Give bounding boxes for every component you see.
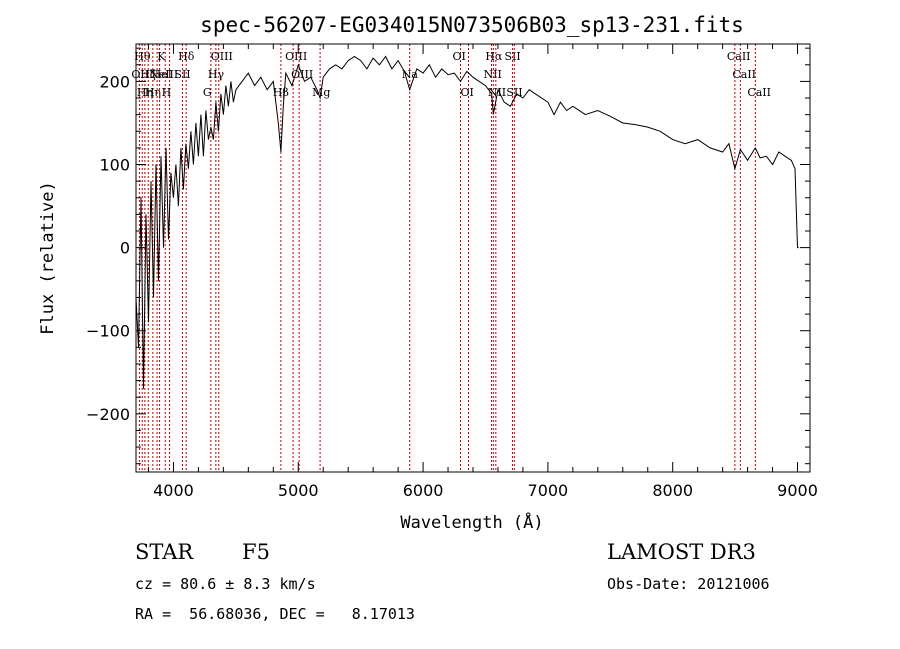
spectral-line-label: NII (483, 68, 501, 81)
spectral-line-label: Hθ (134, 50, 151, 63)
spectral-line-label: CaII (732, 68, 756, 81)
spectral-line-label: Na (402, 68, 419, 81)
spectral-line-label: OIII (285, 50, 307, 63)
spectral-line-label: Hα (485, 50, 503, 63)
spectral-line-label: G (203, 86, 212, 99)
plot-frame (135, 43, 811, 473)
spectral-line-label: OIII (211, 50, 233, 63)
y-tick-label: 200 (99, 72, 130, 91)
object-class: STAR (135, 540, 194, 564)
x-tick-label: 5000 (278, 481, 319, 500)
spectral-line-label: H (162, 86, 172, 99)
x-tick-label: 9000 (777, 481, 818, 500)
chart-title: spec-56207-EG034015N073506B03_sp13-231.f… (200, 13, 744, 37)
spectral-line-label: OI (461, 86, 474, 99)
y-axis-label: Flux (relative) (38, 181, 58, 335)
spectral-line-label: K (157, 50, 166, 63)
observation-date: Obs-Date: 20121006 (607, 575, 770, 593)
x-tick-label: 7000 (528, 481, 569, 500)
spectral-line-label: CaII (727, 50, 751, 63)
spectral-line-label: SII (504, 50, 520, 63)
x-tick-label: 8000 (652, 481, 693, 500)
spectral-line-label: Hζ (140, 68, 156, 81)
x-tick-label: 4000 (153, 481, 194, 500)
spectral-line-label: Hη (145, 86, 161, 99)
spectral-line-markers: OIIHθHηHζHηNeIIIHeIKHSIIHδGHγOIIIHβOIIIO… (131, 44, 771, 472)
y-axis-ticks: −200 −100 0 100 200 (86, 47, 810, 465)
y-tick-label: 100 (99, 156, 130, 175)
ra-dec-coordinates: RA = 56.68036, DEC = 8.17013 (135, 605, 415, 623)
x-axis-label: Wavelength (Å) (400, 511, 543, 533)
spectral-line-label: Hγ (208, 68, 225, 81)
survey-name: LAMOST DR3 (607, 540, 756, 564)
y-tick-label: 0 (120, 239, 130, 258)
object-subclass: F5 (242, 540, 270, 564)
x-axis-ticks: 4000 5000 6000 7000 8000 9000 (147, 44, 818, 500)
y-tick-label: −100 (86, 322, 130, 341)
spectral-line-label: OI (453, 50, 466, 63)
spectral-line-label: HeI (152, 68, 172, 81)
y-tick-label: −200 (86, 405, 130, 424)
spectral-line-label: CaII (747, 86, 771, 99)
spectral-line-label: SII (506, 86, 522, 99)
spectral-line-label: Hη (137, 86, 153, 99)
spectral-line-label: Hδ (178, 50, 195, 63)
spectral-line-label: SII (174, 68, 190, 81)
spectral-line-label: NeIII (149, 68, 178, 81)
x-tick-label: 6000 (403, 481, 444, 500)
redshift-cz: cz = 80.6 ± 8.3 km/s (135, 575, 316, 593)
spectrum-series-line (135, 55, 799, 389)
